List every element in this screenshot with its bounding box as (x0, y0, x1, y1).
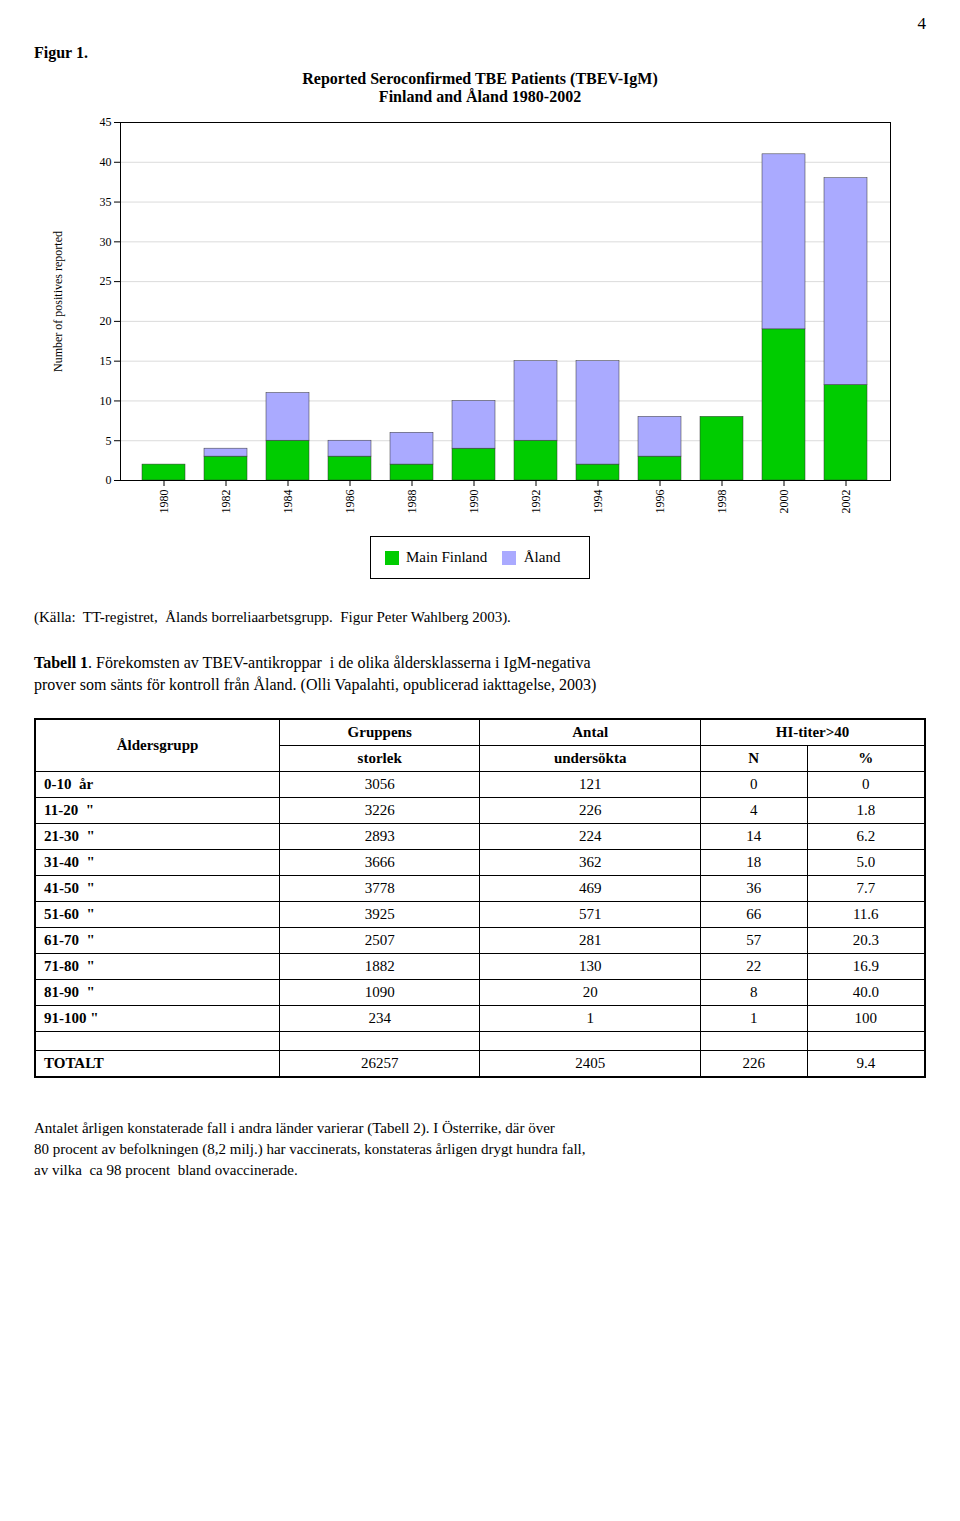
html-text:Åland: Åland (523, 549, 561, 565)
svg-text:10: 10 (100, 394, 112, 408)
html-text:Figur 1.: Figur 1. (34, 44, 88, 61)
html-text:1.8: 1.8 (856, 802, 876, 819)
html-text:(Källa: TT-registret, Ålands b: (Källa: TT-registret, Ålands borreliaarb… (34, 608, 511, 625)
svg-text:1988: 1988 (405, 490, 419, 514)
html-text:469: 469 (578, 880, 602, 897)
html-text:Main Finland: Main Finland (406, 549, 488, 565)
html-text:Tabell 1. Förekomsten av TBEV-: Tabell 1. Förekomsten av TBEV-antikroppa… (34, 653, 597, 693)
html-text:20: 20 (582, 984, 598, 1001)
html-text:8: 8 (750, 984, 758, 1001)
html-text:21-30 ": 21-30 " (44, 828, 95, 845)
html-text:storlek: storlek (357, 750, 402, 767)
html-text:36: 36 (746, 880, 762, 897)
html-text:1090: 1090 (364, 984, 395, 1001)
html-text:9.4: 9.4 (856, 1055, 876, 1072)
html-text:18: 18 (746, 854, 762, 871)
html-text:130: 130 (578, 958, 602, 975)
html-text:81-90 ": 81-90 " (44, 984, 95, 1001)
html-text:121: 121 (578, 776, 602, 793)
html-text:N: N (748, 750, 760, 767)
html-text:Reported Seroconfirmed TBE Pat: Reported Seroconfirmed TBE Patients (TBE… (302, 70, 658, 87)
html-text:Finland and Åland 1980-2002: Finland and Åland 1980-2002 (378, 88, 582, 105)
html-text:66: 66 (746, 906, 762, 923)
html-text:undersökta: undersökta (553, 750, 627, 767)
html-text:0-10 år: 0-10 år (44, 776, 94, 793)
html-text:Gruppens: Gruppens (347, 724, 412, 741)
svg-text:25: 25 (100, 274, 112, 288)
html-text:3666: 3666 (364, 854, 395, 871)
html-text:11.6: 11.6 (852, 906, 879, 923)
html-text:100: 100 (854, 1010, 877, 1027)
html-text:31-40 ": 31-40 " (44, 854, 95, 871)
html-text:71-80 ": 71-80 " (44, 958, 95, 975)
svg-text:40: 40 (100, 155, 112, 169)
svg-text:1982: 1982 (219, 490, 233, 514)
html-text:2893: 2893 (364, 828, 395, 845)
svg-text:1998: 1998 (715, 490, 729, 514)
svg-text:2002: 2002 (839, 490, 853, 514)
html-text:61-70 ": 61-70 " (44, 932, 95, 949)
html-text:3226: 3226 (364, 802, 395, 819)
html-text:226: 226 (742, 1055, 765, 1072)
svg-text:0: 0 (106, 473, 112, 487)
svg-text:35: 35 (100, 195, 112, 209)
html-text:362: 362 (578, 854, 602, 871)
html-text:16.9: 16.9 (852, 958, 879, 975)
html-text:2507: 2507 (364, 932, 395, 949)
svg-text:1984: 1984 (281, 490, 295, 514)
svg-text:Number of positives reported: Number of positives reported (51, 231, 65, 372)
html-text:1: 1 (586, 1010, 594, 1027)
svg-text:1996: 1996 (653, 490, 667, 514)
html-text:0: 0 (750, 776, 758, 793)
html-text:20.3: 20.3 (852, 932, 879, 949)
html-text:4: 4 (917, 14, 926, 33)
html-text:22: 22 (746, 958, 762, 975)
svg-text:15: 15 (100, 354, 112, 368)
html-text:57: 57 (746, 932, 762, 949)
svg-text:5: 5 (106, 434, 112, 448)
html-text:51-60 ": 51-60 " (44, 906, 95, 923)
html-text:HI-titer>40: HI-titer>40 (775, 724, 850, 741)
html-text:3925: 3925 (364, 906, 395, 923)
html-text:4: 4 (750, 802, 758, 819)
html-text:5.0: 5.0 (856, 854, 876, 871)
html-text:40.0: 40.0 (852, 984, 879, 1001)
html-text:Antalet årligen konstaterade f: Antalet årligen konstaterade fall i andr… (34, 1120, 586, 1179)
svg-text:2000: 2000 (777, 490, 791, 514)
html-text:Antal: Antal (572, 724, 609, 741)
html-text:224: 224 (578, 828, 602, 845)
svg-text:1992: 1992 (529, 490, 543, 514)
html-text:26257: 26257 (360, 1055, 399, 1072)
html-text:2405: 2405 (575, 1055, 606, 1072)
html-text:3778: 3778 (364, 880, 395, 897)
svg-text:1980: 1980 (157, 490, 171, 514)
html-text:41-50 ": 41-50 " (44, 880, 95, 897)
html-text:7.7: 7.7 (856, 880, 876, 897)
svg-text:1990: 1990 (467, 490, 481, 514)
svg-text:1986: 1986 (343, 490, 357, 514)
html-text:6.2: 6.2 (856, 828, 876, 845)
html-text:11-20 ": 11-20 " (44, 802, 94, 819)
html-text:3056: 3056 (364, 776, 395, 793)
svg-text:45: 45 (100, 115, 112, 129)
html-text:Åldersgrupp: Åldersgrupp (116, 737, 199, 754)
svg-text:1994: 1994 (591, 490, 605, 514)
html-text:91-100 ": 91-100 " (44, 1010, 99, 1027)
svg-text:30: 30 (100, 235, 112, 249)
html-text:14: 14 (746, 828, 762, 845)
html-text:1882: 1882 (364, 958, 395, 975)
html-text:234: 234 (368, 1010, 391, 1027)
svg-text:20: 20 (100, 314, 112, 328)
html-text:1: 1 (750, 1010, 758, 1027)
html-text:571: 571 (578, 906, 602, 923)
html-text:TOTALT: TOTALT (44, 1055, 104, 1072)
html-text:226: 226 (578, 802, 602, 819)
html-text:281: 281 (578, 932, 602, 949)
html-text:0: 0 (862, 776, 870, 793)
